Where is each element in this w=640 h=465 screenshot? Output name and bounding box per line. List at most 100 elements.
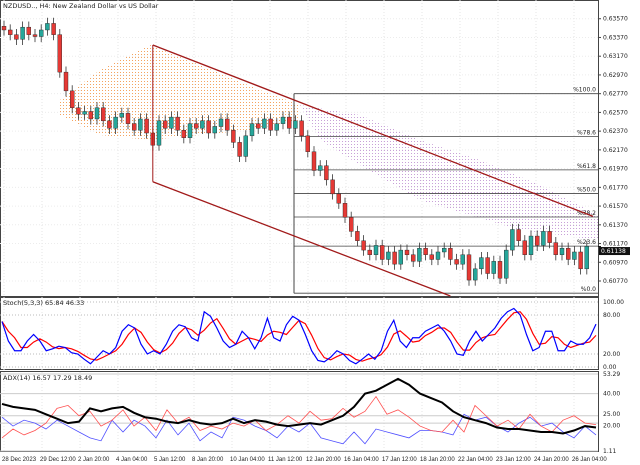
candle-body: [330, 179, 335, 195]
candle-body: [386, 251, 391, 260]
candle-body: [243, 135, 249, 157]
stoch-tick-label: 0.00: [603, 364, 617, 371]
candle-body: [473, 268, 478, 281]
time-label: 26 Jan 04:00: [572, 457, 607, 463]
candle-body: [349, 217, 354, 232]
candle-body: [181, 130, 187, 138]
candle-body: [324, 165, 329, 181]
candle-body: [435, 251, 441, 260]
candle-body: [119, 113, 125, 118]
candle-body: [287, 116, 292, 129]
fib-level-label: %61.8: [577, 163, 596, 170]
candle-body: [175, 116, 180, 131]
candle-body: [547, 231, 552, 243]
candle-body: [7, 29, 13, 35]
fib-level-label: %50.0: [577, 186, 596, 193]
stoch-tick-label: 100.00: [603, 299, 624, 306]
candle-body: [528, 235, 534, 255]
candle-body: [466, 254, 472, 281]
time-label: 29 Dec 12:00: [40, 457, 76, 463]
candle-body: [522, 240, 527, 255]
candle-body: [88, 111, 94, 120]
fib-level-label: %0.0: [581, 286, 596, 293]
candle-body: [361, 240, 366, 251]
price-channel[interactable]: [152, 44, 594, 297]
candle-body: [305, 135, 310, 152]
candle-body: [535, 235, 540, 246]
axes: 0.63570 0.63370 0.63170 0.62970 0.62770 0.625…: [2, 16, 630, 463]
candle-body: [392, 251, 397, 265]
channel-upper-line: [152, 44, 594, 217]
candle-body: [318, 165, 323, 171]
candle-body: [125, 113, 131, 124]
candle-body: [578, 251, 583, 270]
candle-body: [156, 120, 162, 146]
price-tick-label: 0.62170: [603, 147, 628, 154]
candle-body: [336, 193, 341, 204]
candle-body: [423, 248, 428, 255]
time-label: 24 Jan 20:00: [534, 457, 569, 463]
candle-body: [299, 120, 304, 137]
candle-body: [32, 34, 38, 37]
candle-body: [138, 118, 143, 131]
chart-title: NZDUSD.., H4: New Zealand Dollar vs US D…: [3, 2, 159, 10]
price-tick-label: 0.61170: [603, 241, 628, 248]
candle-body: [516, 229, 521, 241]
current-price-badge: [599, 247, 630, 256]
adx-title: ADX(14) 16.57 17.29 18.49: [3, 374, 92, 382]
candle-body: [262, 118, 267, 129]
candle-body: [1, 26, 7, 31]
candle-body: [485, 257, 490, 274]
candle-body: [131, 123, 137, 131]
adx-tick-label: 40.00: [603, 391, 620, 398]
candlesticks: [1, 17, 589, 286]
candle-body: [367, 249, 372, 255]
candle-body: [51, 23, 56, 35]
price-tick-label: 0.62570: [603, 109, 628, 116]
price-tick-label: 0.60770: [603, 278, 628, 285]
ichimoku-cloud-bear: [300, 105, 598, 240]
candle-body: [57, 34, 62, 73]
time-label: 23 Jan 12:00: [496, 457, 531, 463]
time-label: 22 Jan 04:00: [458, 457, 493, 463]
current-price-label: 0.61138: [601, 248, 626, 255]
candle-body: [442, 248, 447, 253]
candle-body: [280, 116, 286, 124]
stoch-d-line: [1, 311, 597, 362]
adx-plus_di-line: [1, 395, 597, 439]
candle-body: [274, 123, 279, 131]
time-label: 10 Jan 04:00: [230, 457, 265, 463]
candle-body: [224, 118, 230, 131]
price-tick-label: 0.63370: [603, 34, 628, 41]
price-tick-label: 0.61970: [603, 166, 628, 173]
candle-body: [404, 249, 410, 255]
price-tick-label: 0.62370: [603, 128, 628, 135]
adx-tick-label: 25.00: [603, 411, 620, 418]
candle-body: [94, 107, 100, 120]
price-tick-label: 0.63170: [603, 53, 628, 60]
candle-body: [249, 123, 255, 137]
time-label: 4 Jan 04:00: [116, 457, 148, 463]
time-label: 17 Jan 12:00: [382, 457, 417, 463]
candle-body: [479, 257, 484, 270]
candle-body: [256, 123, 261, 129]
candle-body: [510, 229, 515, 251]
candle-body: [218, 118, 224, 127]
candle-body: [268, 118, 273, 131]
price-tick-label: 0.61370: [603, 222, 628, 229]
candle-body: [454, 259, 459, 265]
candle-body: [504, 249, 509, 279]
stoch-title: Stoch(5,3,3) 65.84 46.33: [3, 299, 84, 307]
candle-body: [113, 116, 118, 129]
candle-body: [584, 246, 589, 270]
candle-body: [231, 130, 236, 143]
candle-body: [237, 142, 242, 157]
candle-body: [380, 245, 385, 260]
candle-body: [82, 111, 87, 115]
candle-body: [293, 120, 298, 129]
candle-body: [206, 120, 211, 134]
main-panel-frame: [0, 0, 599, 297]
candle-body: [460, 254, 465, 265]
